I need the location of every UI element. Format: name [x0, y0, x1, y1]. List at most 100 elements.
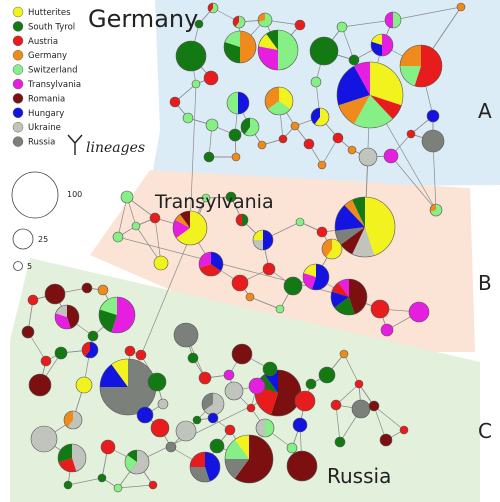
haplotype-node: [235, 213, 249, 227]
haplotype-node: [248, 377, 266, 395]
node-slice: [246, 403, 256, 413]
legend-swatch: [12, 136, 24, 147]
legend-swatch: [12, 107, 24, 119]
legend-label: Romania: [28, 94, 65, 104]
node-slice: [338, 95, 370, 124]
haplotype-node: [399, 425, 409, 435]
node-slice: [30, 425, 58, 453]
haplotype-node: [54, 304, 80, 330]
node-slice: [244, 118, 260, 136]
node-slice: [314, 108, 330, 127]
node-slice: [44, 283, 66, 305]
legend-label: Transylvania: [27, 80, 81, 90]
panel-letter-c: C: [478, 419, 492, 443]
node-slice: [248, 377, 266, 395]
node-slice: [370, 62, 403, 106]
haplotype-node: [332, 132, 344, 144]
node-slice: [286, 442, 298, 454]
haplotype-node: [192, 415, 202, 425]
node-slice: [275, 304, 285, 314]
node-outline: [336, 61, 404, 129]
node-slice: [190, 467, 210, 483]
node-slice: [21, 325, 35, 339]
node-slice: [175, 420, 197, 442]
haplotype-node: [223, 369, 235, 381]
node-outline: [224, 434, 274, 484]
haplotype-node: [257, 29, 299, 71]
node-slice: [349, 279, 368, 315]
node-slice: [149, 212, 161, 224]
network-edge: [135, 225, 162, 264]
node-slice: [332, 132, 344, 144]
legend-label: Hungary: [28, 109, 64, 119]
region-title-transylvania: Transylvania: [154, 191, 274, 213]
node-slice: [97, 473, 107, 483]
node-slice: [267, 101, 291, 115]
node-slice: [240, 31, 256, 63]
node-slice: [150, 418, 170, 438]
node-slice: [256, 419, 265, 437]
haplotype-node: [223, 30, 257, 64]
node-outline: [384, 11, 402, 29]
haplotype-node: [246, 403, 256, 413]
node-slice: [124, 345, 136, 357]
node-outline: [189, 451, 221, 483]
node-outline: [264, 86, 294, 116]
node-outline: [57, 443, 87, 473]
scale-label-25: 25: [38, 235, 48, 244]
haplotype-node: [399, 44, 443, 88]
node-slice: [330, 399, 342, 411]
haplotype-node: [173, 322, 199, 348]
haplotype-node: [257, 140, 267, 150]
haplotype-node: [136, 406, 154, 424]
node-slice: [309, 36, 339, 66]
haplotype-node: [318, 366, 336, 384]
legend-label: Ukraine: [28, 123, 61, 133]
haplotype-node: [63, 410, 83, 430]
node-slice: [334, 297, 355, 315]
node-slice: [322, 239, 332, 258]
haplotype-node: [224, 424, 236, 436]
node-slice: [370, 299, 390, 319]
node-slice: [310, 76, 322, 88]
haplotype-node: [175, 420, 197, 442]
node-slice: [227, 92, 238, 114]
lineage-marker: lineages: [67, 134, 145, 156]
node-slice: [242, 214, 248, 226]
node-slice: [406, 129, 416, 139]
haplotype-node: [224, 381, 244, 401]
haplotype-node: [120, 190, 134, 204]
node-slice: [97, 284, 109, 296]
node-slice: [113, 483, 123, 493]
haplotype-node: [203, 151, 215, 163]
node-slice: [318, 366, 336, 384]
node-slice: [354, 379, 364, 389]
haplotype-node: [203, 70, 219, 86]
node-slice: [208, 3, 213, 13]
haplotype-node: [150, 418, 170, 438]
haplotype-node: [113, 483, 123, 493]
node-slice: [339, 349, 349, 359]
node-slice: [211, 252, 224, 272]
node-slice: [258, 46, 278, 70]
haplotype-node: [112, 231, 124, 243]
haplotype-node: [264, 86, 294, 116]
node-outline: [198, 251, 224, 277]
haplotype-node: [231, 343, 253, 365]
haplotype-node: [334, 196, 396, 258]
node-outline: [226, 91, 250, 115]
node-outline: [257, 29, 299, 71]
node-slice: [148, 480, 158, 490]
haplotype-node: [302, 263, 330, 291]
haplotype-node: [347, 145, 357, 155]
node-slice: [187, 352, 199, 364]
haplotype-node: [240, 117, 260, 137]
haplotype-node: [262, 361, 278, 377]
haplotype-node: [100, 439, 116, 455]
haplotype-node: [63, 480, 73, 490]
node-slice: [283, 276, 303, 296]
haplotype-node: [370, 33, 394, 57]
haplotype-node: [379, 433, 393, 447]
node-slice: [262, 262, 276, 276]
